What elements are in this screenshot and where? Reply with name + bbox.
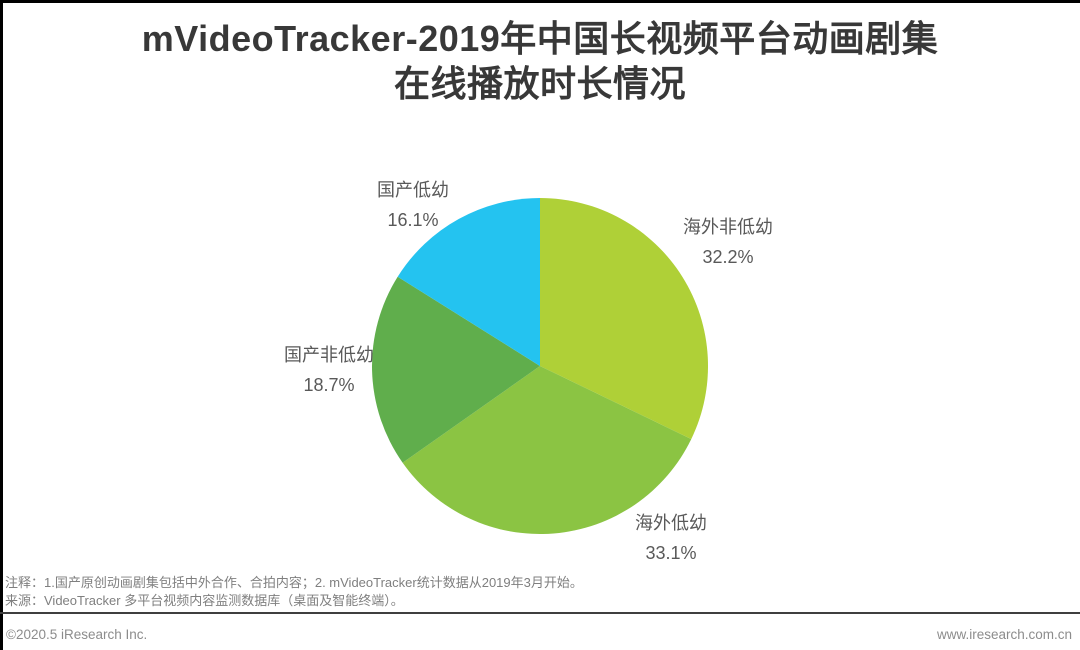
pie-label-name: 国产低幼 — [377, 180, 449, 200]
pie-slice-3 — [397, 198, 540, 366]
chart-notes: 注释：1.国产原创动画剧集包括中外合作、合拍内容；2. mVideoTracke… — [5, 574, 583, 610]
frame-top-border — [0, 0, 1080, 3]
pie-label-domestic-preschool: 国产低幼 16.1% — [377, 175, 449, 235]
frame-left-border — [0, 0, 3, 650]
pie-label-value: 18.7% — [303, 375, 355, 395]
chart-title-line1: mVideoTracker-2019年中国长视频平台动画剧集 — [141, 18, 939, 59]
footer-copyright: ©2020.5 iResearch Inc. — [6, 627, 148, 642]
pie-label-value: 16.1% — [387, 210, 439, 230]
footer-separator — [0, 612, 1080, 614]
chart-title-line2: 在线播放时长情况 — [393, 63, 686, 104]
note-line-1: 注释：1.国产原创动画剧集包括中外合作、合拍内容；2. mVideoTracke… — [5, 575, 583, 590]
pie-label-name: 国产非低幼 — [284, 345, 374, 365]
pie-label-name: 海外非低幼 — [683, 217, 773, 237]
pie-label-overseas-preschool: 海外低幼 33.1% — [635, 508, 707, 568]
footer-website: www.iresearch.com.cn — [936, 627, 1072, 642]
pie-slice-1 — [402, 366, 692, 535]
chart-title: mVideoTracker-2019年中国长视频平台动画剧集 在线播放时长情况 — [0, 16, 1080, 106]
pie-slice-2 — [371, 276, 540, 463]
pie-label-domestic-non-preschool: 国产非低幼 18.7% — [284, 340, 374, 400]
pie-label-value: 32.2% — [702, 247, 754, 267]
pie-label-overseas-non-preschool: 海外非低幼 32.2% — [683, 212, 773, 272]
pie-label-name: 海外低幼 — [635, 513, 707, 533]
note-line-2: 来源：VideoTracker 多平台视频内容监测数据库（桌面及智能终端）。 — [5, 593, 404, 608]
pie-label-value: 33.1% — [645, 543, 697, 563]
pie-slice-0 — [540, 197, 709, 440]
